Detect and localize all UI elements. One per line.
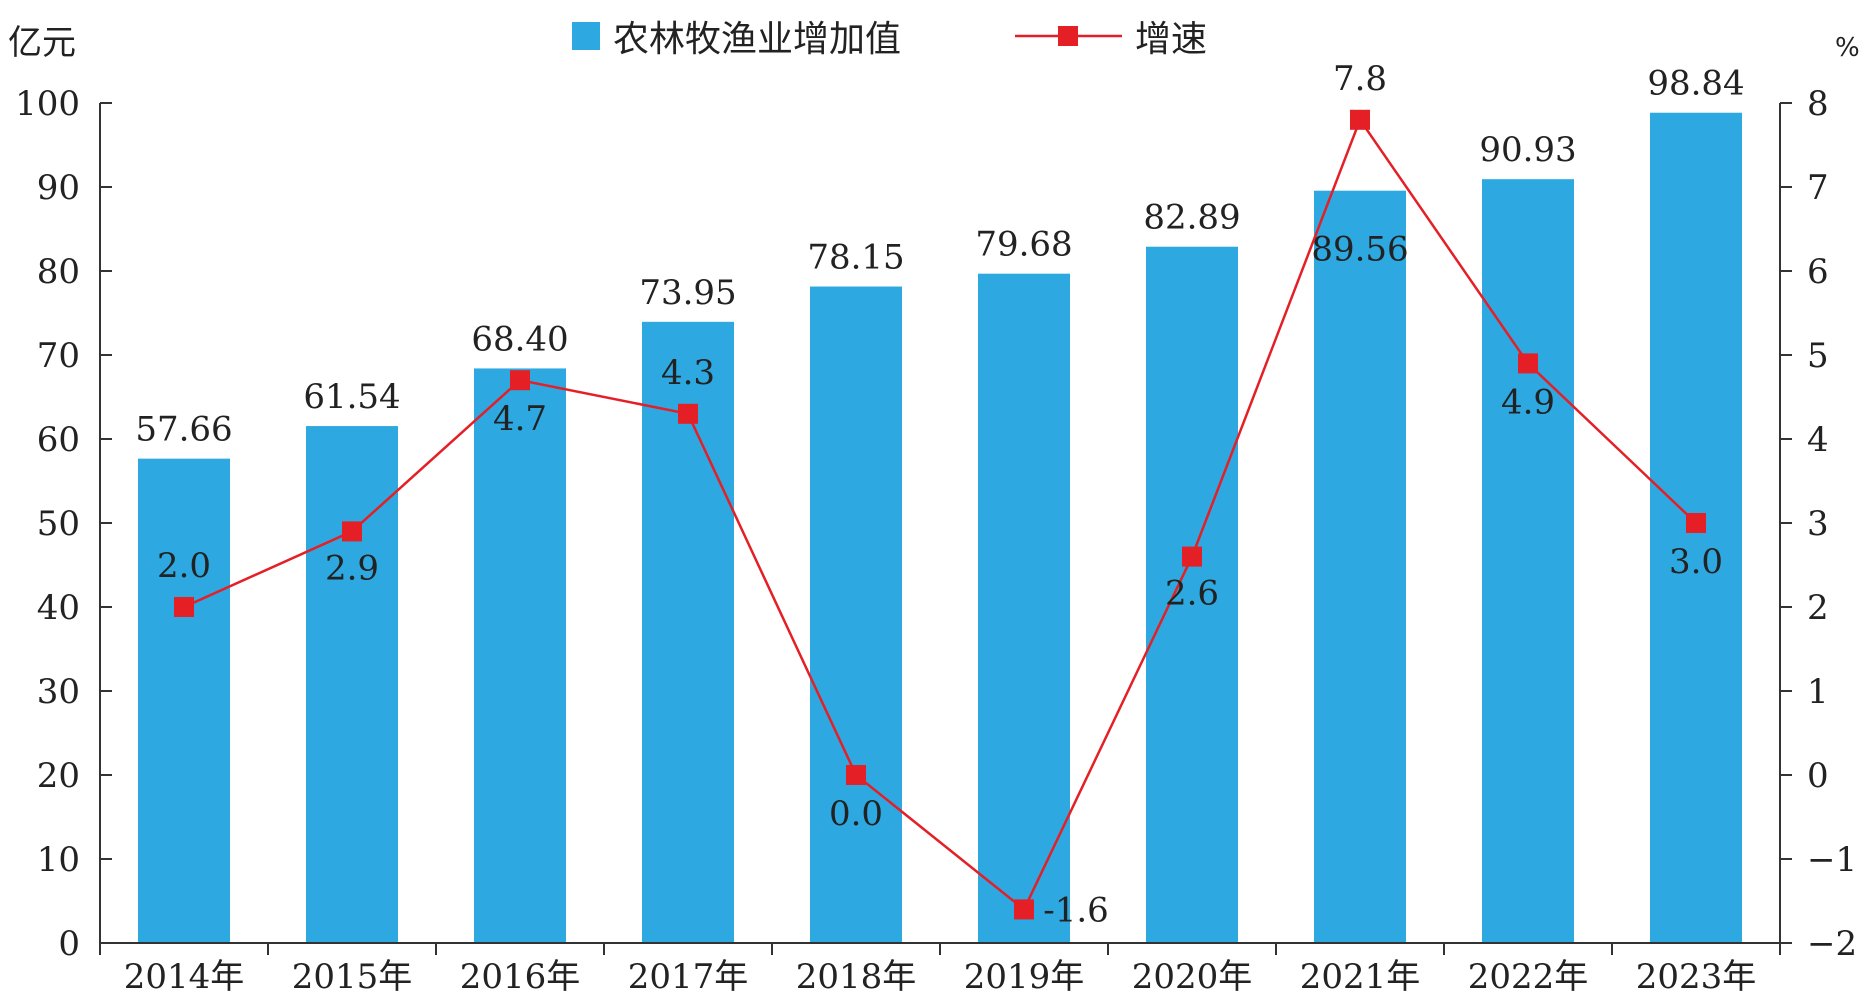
bar bbox=[1314, 190, 1406, 944]
bar-value-label: 79.68 bbox=[975, 225, 1072, 265]
growth-rate-label: 4.3 bbox=[661, 353, 715, 393]
left-axis-tick-label: 50 bbox=[37, 504, 80, 544]
growth-rate-label: -1.6 bbox=[1043, 890, 1109, 930]
growth-rate-marker bbox=[174, 597, 194, 617]
growth-rate-label: 2.6 bbox=[1165, 574, 1219, 614]
right-axis-unit: % bbox=[1835, 33, 1860, 63]
left-axis-tick-label: 90 bbox=[37, 168, 80, 208]
x-axis-tick-label: 2016年 bbox=[460, 957, 581, 997]
growth-rate-label: 4.7 bbox=[493, 399, 547, 439]
right-axis-tick-label: 7 bbox=[1807, 168, 1829, 208]
growth-rate-label: 0.0 bbox=[829, 794, 883, 834]
bar bbox=[978, 273, 1070, 943]
legend-bar-label: 农林牧渔业增加值 bbox=[613, 19, 901, 60]
growth-rate-marker bbox=[1014, 899, 1034, 920]
bar bbox=[306, 426, 398, 944]
growth-rate-marker bbox=[1686, 513, 1706, 533]
bar-value-label: 68.40 bbox=[471, 319, 568, 359]
bar bbox=[1482, 179, 1574, 944]
right-axis-tick-label: 0 bbox=[1807, 756, 1829, 796]
legend-line-label: 增速 bbox=[1135, 19, 1207, 60]
bar-value-label: 90.93 bbox=[1479, 130, 1576, 170]
bar-value-label: 78.15 bbox=[807, 238, 904, 278]
bar bbox=[474, 368, 566, 943]
x-axis-tick-label: 2022年 bbox=[1468, 957, 1589, 997]
growth-rate-marker bbox=[342, 521, 362, 542]
right-axis-tick-label: 4 bbox=[1807, 420, 1829, 460]
growth-rate-marker bbox=[678, 403, 698, 424]
x-axis-tick-label: 2018年 bbox=[796, 957, 917, 997]
left-axis-tick-label: 100 bbox=[15, 84, 80, 124]
bar-value-label: 89.56 bbox=[1311, 230, 1408, 270]
bar-value-label: 57.66 bbox=[135, 410, 232, 450]
x-axis-tick-label: 2020年 bbox=[1132, 957, 1253, 997]
growth-rate-label: 4.9 bbox=[1501, 382, 1555, 422]
right-axis-tick-label: 6 bbox=[1807, 252, 1829, 292]
bar bbox=[138, 458, 230, 943]
bar bbox=[642, 321, 734, 943]
growth-rate-label: 2.9 bbox=[325, 548, 379, 588]
left-axis-tick-label: 80 bbox=[37, 252, 80, 292]
x-axis-tick-label: 2017年 bbox=[628, 957, 749, 997]
bar-value-label: 61.54 bbox=[303, 377, 400, 417]
growth-rate-line bbox=[183, 117, 1697, 912]
legend-line-marker-icon bbox=[1058, 26, 1078, 46]
left-axis-tick-label: 60 bbox=[37, 420, 80, 460]
x-axis-tick-label: 2014年 bbox=[124, 957, 245, 997]
bar bbox=[1146, 246, 1238, 943]
growth-rate-marker bbox=[846, 765, 866, 785]
growth-rate-marker bbox=[510, 370, 530, 391]
legend-bar-swatch bbox=[572, 22, 600, 50]
right-axis-tick-label: 5 bbox=[1807, 336, 1829, 376]
left-axis-tick-label: 40 bbox=[37, 588, 80, 628]
x-axis-tick-label: 2015年 bbox=[292, 957, 413, 997]
plot-area: 0 10 20 30 40 50 60 70 80 90 100 −2 −1 0 1 2 3 4 5 6 7 8 2014年… bbox=[15, 59, 1857, 997]
growth-rate-marker bbox=[1350, 109, 1370, 130]
bar-value-label: 82.89 bbox=[1143, 198, 1240, 238]
right-axis-tick-label: 8 bbox=[1807, 84, 1829, 124]
left-axis-tick-label: 0 bbox=[58, 924, 80, 964]
growth-rate-label: 3.0 bbox=[1669, 542, 1723, 582]
bar-value-label: 73.95 bbox=[639, 273, 736, 313]
left-axis-tick-label: 20 bbox=[37, 756, 80, 796]
x-axis-tick-label: 2021年 bbox=[1300, 957, 1421, 997]
right-axis-tick-label: 3 bbox=[1807, 504, 1829, 544]
growth-rate-label: 7.8 bbox=[1333, 59, 1387, 99]
x-axis-tick-label: 2023年 bbox=[1636, 957, 1757, 997]
right-axis-tick-label: −1 bbox=[1807, 840, 1857, 880]
growth-rate-label: 2.0 bbox=[157, 546, 211, 586]
x-axis-tick-label: 2019年 bbox=[964, 957, 1085, 997]
right-axis-tick-label: −2 bbox=[1807, 924, 1857, 964]
left-axis-tick-label: 10 bbox=[37, 840, 80, 880]
bar bbox=[810, 286, 902, 943]
right-axis-tick-label: 2 bbox=[1807, 588, 1829, 628]
growth-rate-marker bbox=[1182, 546, 1202, 567]
left-axis-tick-label: 30 bbox=[37, 672, 80, 712]
bar-value-label: 98.84 bbox=[1647, 64, 1744, 104]
left-axis-tick-label: 70 bbox=[37, 336, 80, 376]
legend: 农林牧渔业增加值 增速 bbox=[572, 19, 1207, 60]
right-axis-tick-label: 1 bbox=[1807, 672, 1829, 712]
growth-rate-marker bbox=[1518, 353, 1538, 374]
left-axis-unit: 亿元 bbox=[8, 23, 76, 63]
